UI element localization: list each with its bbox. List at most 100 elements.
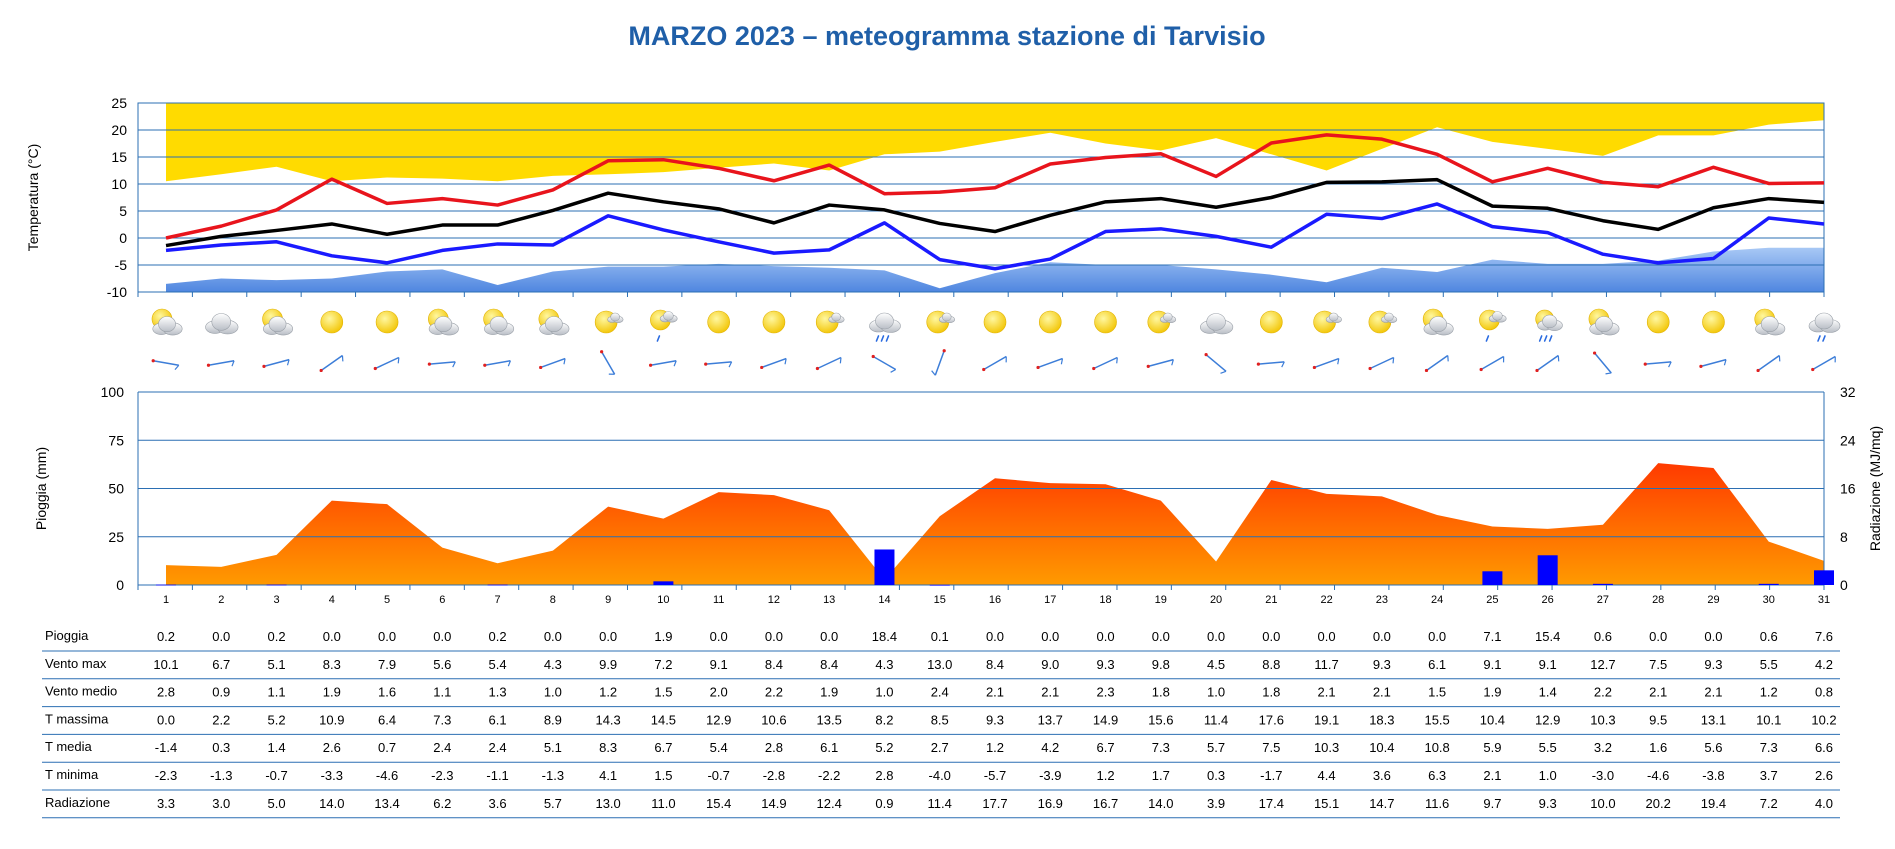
- x-tick-label: 22: [1320, 594, 1332, 606]
- cloud-shape: [211, 313, 232, 331]
- x-tick-label: 23: [1376, 594, 1388, 606]
- wind-barb: [1060, 358, 1064, 365]
- table-cell: 7.6: [1815, 629, 1833, 644]
- x-tick-label: 10: [657, 594, 669, 606]
- table-cell: 18.4: [872, 629, 897, 644]
- table-cell: 13.0: [595, 796, 620, 811]
- table-cell: 3.6: [489, 796, 507, 811]
- cloud-shape: [489, 316, 508, 332]
- table-cell: 0.0: [765, 629, 783, 644]
- wind-tip: [1479, 367, 1483, 372]
- sunny-icon: [707, 310, 730, 334]
- wind-shaft: [1700, 358, 1727, 368]
- y-tick-label: -5: [115, 257, 128, 273]
- wind-barb: [174, 364, 180, 371]
- series-line-tmin: [165, 202, 1825, 271]
- x-tick-label: 19: [1155, 594, 1167, 606]
- table-cell: 0.0: [378, 629, 396, 644]
- table-cell: 1.0: [1207, 685, 1225, 700]
- table-cell: 15.1: [1314, 796, 1339, 811]
- y-axis-title: Pioggia (mm): [33, 447, 49, 530]
- wind-shaft: [1314, 357, 1340, 369]
- wind-tip: [1204, 353, 1208, 357]
- table-cell: 8.4: [765, 657, 783, 672]
- table-cell: 10.1: [1756, 712, 1781, 727]
- table-cell: 9.1: [1539, 657, 1557, 672]
- cloud-heavy-rain-icon: [869, 312, 901, 342]
- table-cell: 1.8: [1262, 685, 1280, 700]
- sun-shape: [983, 310, 1007, 334]
- y2-tick-label: 8: [1840, 529, 1848, 545]
- wind-arrow: [1368, 356, 1395, 371]
- table-cell: -2.3: [155, 768, 177, 783]
- wind-arrow: [982, 355, 1007, 372]
- y2-tick-label: 32: [1840, 384, 1856, 400]
- table-cell: 10.3: [1590, 712, 1615, 727]
- row-label: T minima: [45, 767, 99, 782]
- series-line-tmax: [165, 133, 1825, 240]
- wind-barb: [1220, 370, 1227, 374]
- cloud-shape: [1814, 312, 1834, 330]
- table-cell: 2.2: [212, 712, 230, 727]
- table-cell: 1.7: [1152, 768, 1170, 783]
- table-cell: 15.5: [1424, 712, 1449, 727]
- table-cell: 0.0: [1041, 629, 1059, 644]
- table-cell: -0.7: [707, 768, 729, 783]
- wind-shaft: [540, 357, 566, 369]
- table-cell: 11.4: [928, 796, 952, 811]
- table-cell: 7.2: [654, 657, 672, 672]
- row-label: Radiazione: [45, 795, 110, 810]
- wind-shaft: [983, 355, 1007, 371]
- wind-tip: [1643, 362, 1647, 366]
- table-cell: 2.6: [323, 740, 341, 755]
- x-tick-label: 8: [550, 594, 556, 606]
- table-cell: 2.8: [157, 685, 175, 700]
- table-cell: 2.1: [986, 685, 1004, 700]
- wind-tip: [319, 368, 323, 373]
- table-cell: 13.0: [927, 657, 952, 672]
- table-cell: 11.7: [1314, 657, 1338, 672]
- cloud-shape: [941, 312, 952, 322]
- y2-tick-label: 24: [1840, 432, 1856, 448]
- x-tick-label: 4: [329, 594, 335, 606]
- partly-cloudy-icon: [1588, 308, 1620, 336]
- wind-shaft: [484, 360, 511, 366]
- daily-data-table: Pioggia 0.2 0.0 0.2 0.0 0.0 0.0 0.2 0.0 0.0 1.9 0.0…: [42, 628, 1840, 819]
- rain-drop: [880, 335, 885, 342]
- wind-arrow: [1424, 354, 1449, 373]
- sun-shape: [1094, 310, 1117, 334]
- x-tick-label: 30: [1763, 594, 1775, 606]
- wind-tip: [1146, 364, 1150, 368]
- partly-cloudy-icon: [1422, 308, 1454, 336]
- table-cell: 10.2: [1811, 712, 1836, 727]
- sun-shape: [1646, 310, 1670, 334]
- wind-arrow: [1811, 355, 1836, 372]
- table-cell: 0.9: [212, 685, 230, 700]
- table-cell: 1.2: [1096, 768, 1114, 783]
- table-cell: 6.7: [212, 657, 230, 672]
- table-cell: -2.3: [431, 768, 453, 783]
- wind-shaft: [1205, 354, 1227, 372]
- table-cell: -4.0: [929, 768, 951, 783]
- y-tick-label: 25: [111, 95, 127, 111]
- table-cell: 7.3: [1760, 740, 1778, 755]
- sun-shape: [707, 310, 730, 334]
- wind-tip: [1592, 351, 1597, 355]
- table-cell: 17.4: [1259, 796, 1284, 811]
- wind-shaft: [1037, 357, 1063, 369]
- table-cell: 19.1: [1314, 712, 1339, 727]
- wind-shaft: [705, 361, 732, 365]
- table-cell: 3.7: [1760, 768, 1778, 783]
- cloud-shape: [1163, 312, 1173, 322]
- table-cell: 9.3: [1704, 657, 1722, 672]
- table-cell: 4.2: [1041, 740, 1059, 755]
- wind-barb: [1116, 357, 1118, 364]
- table-cell: 2.4: [433, 740, 451, 755]
- table-cell: -3.8: [1702, 768, 1724, 783]
- wind-barb: [890, 368, 897, 373]
- table-cell: 20.2: [1646, 796, 1671, 811]
- wind-tip: [760, 365, 764, 370]
- table-cell: 5.6: [433, 657, 451, 672]
- wind-shaft: [1594, 352, 1612, 374]
